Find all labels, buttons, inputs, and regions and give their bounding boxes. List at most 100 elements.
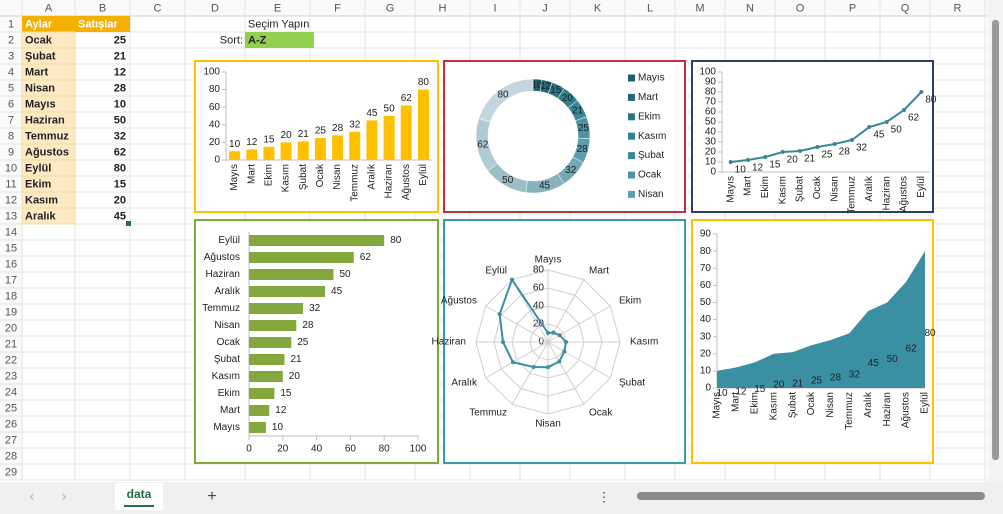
x-tick-label: Aralık xyxy=(863,391,874,418)
legend-label: Şubat xyxy=(638,150,664,161)
data-label: 80 xyxy=(418,77,430,88)
header-cell: Aylar xyxy=(25,18,53,30)
y-tick-label: Eylül xyxy=(218,235,240,246)
chart-area xyxy=(194,60,439,213)
bar xyxy=(229,151,241,160)
x-tick-label: Ocak xyxy=(812,175,823,199)
x-tick-label: Kasım xyxy=(777,176,788,204)
next-sheet-icon[interactable]: › xyxy=(62,488,67,504)
marker xyxy=(798,149,802,153)
more-icon[interactable]: ⋮ xyxy=(598,489,611,504)
marker xyxy=(746,158,750,162)
bar xyxy=(246,149,258,160)
y-tick-label: Şubat xyxy=(214,354,240,365)
chart: 010203040506070809010Mayıs12Mart15Ekim20… xyxy=(691,219,936,464)
sales-value: 80 xyxy=(114,162,126,174)
row-number: 17 xyxy=(5,274,17,286)
y-tick-label: 40 xyxy=(705,127,717,138)
y-tick-label: 70 xyxy=(700,263,712,274)
y-tick-label: 10 xyxy=(700,366,712,377)
bar xyxy=(249,405,270,416)
bar xyxy=(249,354,285,365)
bar xyxy=(297,141,309,160)
marker xyxy=(780,150,785,154)
y-tick-label: 20 xyxy=(700,348,712,359)
x-tick-label: Mayıs xyxy=(712,392,723,419)
y-tick-label: 0 xyxy=(214,155,220,166)
marker xyxy=(564,340,568,344)
x-tick-label: 80 xyxy=(379,444,391,455)
column-header: R xyxy=(954,2,962,14)
y-tick-label: Aralık xyxy=(214,286,241,297)
marker xyxy=(510,277,514,282)
chart-area xyxy=(691,60,934,213)
marker xyxy=(815,145,820,149)
marker xyxy=(546,365,550,370)
y-tick-label: 60 xyxy=(705,107,717,118)
data-label: 15 xyxy=(754,384,766,395)
category-label: Ağustos xyxy=(441,296,477,307)
data-label: 15 xyxy=(769,160,781,171)
month-label: Nisan xyxy=(25,82,55,94)
vertical-scroll-thumb[interactable] xyxy=(992,20,999,460)
x-tick-label: Ekim xyxy=(760,176,771,198)
bar xyxy=(249,371,283,382)
x-tick-label: Kasım xyxy=(768,392,779,420)
y-tick-label: Nisan xyxy=(214,320,240,331)
x-tick-label: Eylül xyxy=(916,176,927,198)
category-label: Nisan xyxy=(535,419,561,430)
data-label: 12 xyxy=(275,405,287,416)
row-number: 15 xyxy=(5,242,17,254)
row-number: 23 xyxy=(5,370,17,382)
bar xyxy=(263,146,275,160)
row-number: 16 xyxy=(5,258,17,270)
column-header: E xyxy=(274,2,281,14)
row-number: 11 xyxy=(5,178,16,190)
data-label: 15 xyxy=(263,134,275,145)
data-label: 62 xyxy=(401,93,413,104)
y-tick-label: 60 xyxy=(209,102,221,113)
prev-sheet-icon[interactable]: ‹ xyxy=(30,488,35,504)
column-header: J xyxy=(542,2,548,14)
data-label: 10 xyxy=(531,80,543,91)
bar xyxy=(280,142,292,160)
selector-cell[interactable] xyxy=(245,32,314,48)
marker xyxy=(562,349,567,354)
row-number: 2 xyxy=(8,34,14,46)
row-number: 20 xyxy=(5,322,17,334)
spoke xyxy=(485,341,549,379)
y-tick-label: Kasım xyxy=(212,371,240,382)
column-header: B xyxy=(99,2,106,14)
column-header: N xyxy=(746,2,754,14)
month-label: Temmuz xyxy=(25,130,69,142)
selector-value[interactable]: A-Z xyxy=(248,34,267,46)
month-label: Aralık xyxy=(25,210,56,222)
fill-handle xyxy=(126,221,131,226)
selector-label: Sort: xyxy=(220,34,243,46)
x-tick-label: Aralık xyxy=(864,175,875,202)
sheet-tab-label[interactable]: data xyxy=(127,487,152,501)
data-label: 80 xyxy=(390,235,402,246)
data-label: 20 xyxy=(773,380,785,391)
sales-value: 12 xyxy=(114,66,126,78)
marker xyxy=(531,364,536,369)
add-sheet-icon[interactable]: + xyxy=(207,488,216,505)
marker xyxy=(867,125,872,129)
row-number: 9 xyxy=(8,146,14,158)
data-label: 62 xyxy=(908,113,920,124)
month-label: Eylül xyxy=(25,162,51,174)
row-number: 8 xyxy=(8,130,14,142)
data-label: 80 xyxy=(497,89,509,100)
data-label: 45 xyxy=(868,358,880,369)
x-tick-label: Mart xyxy=(246,164,257,184)
legend-swatch xyxy=(628,74,635,82)
column-header: A xyxy=(45,2,53,14)
data-label: 20 xyxy=(787,155,799,166)
category-label: Ocak xyxy=(589,408,613,419)
data-label: 50 xyxy=(891,125,903,136)
x-tick-label: Haziran xyxy=(384,164,395,198)
horizontal-scroll-thumb[interactable] xyxy=(637,492,985,500)
x-tick-label: Ağustos xyxy=(901,392,912,428)
month-label: Ekim xyxy=(25,178,52,190)
